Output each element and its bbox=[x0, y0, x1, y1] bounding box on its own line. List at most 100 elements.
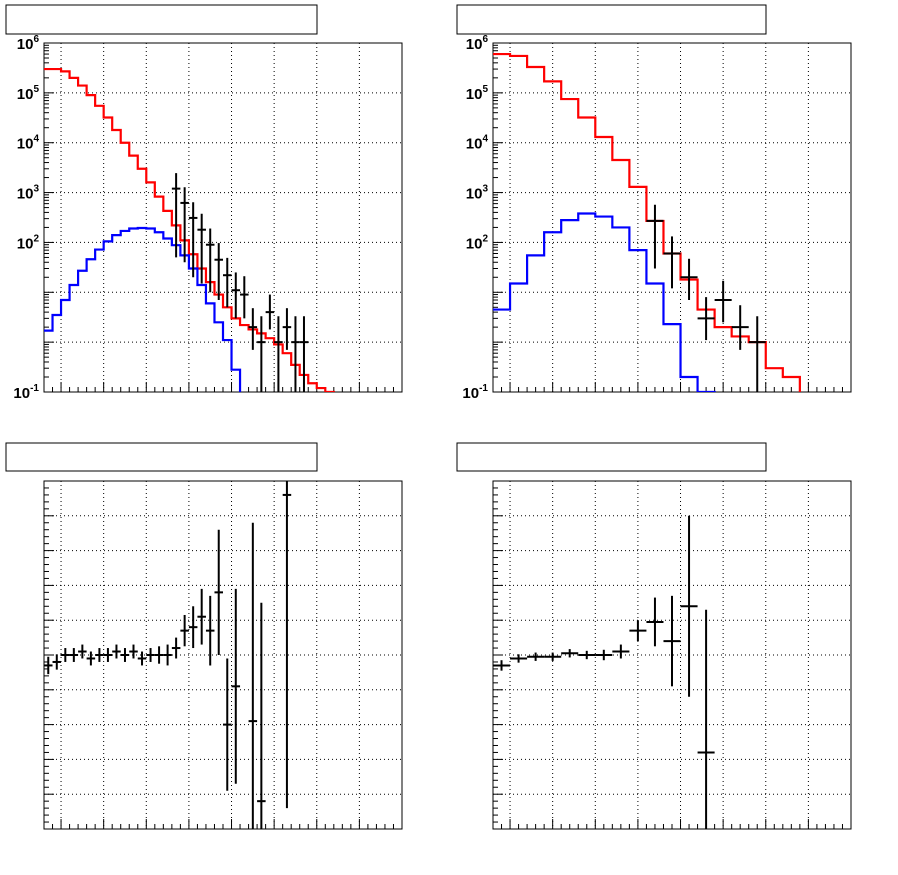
y-tick-label-exponent: 5 bbox=[482, 84, 488, 95]
y-tick-label-exponent: 2 bbox=[33, 233, 39, 244]
data-point bbox=[137, 651, 147, 666]
data-point bbox=[214, 243, 223, 301]
source-model-histogram bbox=[493, 212, 716, 392]
data-point bbox=[578, 650, 596, 660]
y-tick-label-base: 10 bbox=[466, 235, 483, 252]
data-point bbox=[663, 236, 681, 289]
y-tick-label-exponent: 5 bbox=[33, 84, 39, 95]
data-point bbox=[257, 602, 266, 829]
data-point bbox=[52, 654, 62, 670]
y-tick-label: 104 bbox=[466, 134, 489, 153]
title-box bbox=[456, 4, 767, 35]
y-tick-label-exponent: 3 bbox=[33, 184, 39, 195]
y-tick-label-base: 10 bbox=[466, 86, 483, 103]
source-model-histogram bbox=[44, 226, 242, 392]
data-point bbox=[180, 187, 189, 263]
chart-panel-4 bbox=[456, 442, 852, 830]
y-tick-label: 10-1 bbox=[462, 383, 488, 402]
y-tick-label-exponent: 6 bbox=[482, 34, 488, 45]
data-point bbox=[248, 522, 258, 829]
data-point bbox=[714, 280, 732, 323]
data-point bbox=[61, 648, 70, 662]
data-point bbox=[680, 258, 698, 301]
y-tick-label-base: 10 bbox=[466, 186, 483, 203]
y-tick-label-base: 10 bbox=[13, 385, 30, 402]
data-point bbox=[629, 620, 647, 642]
data-point bbox=[646, 597, 664, 647]
y-tick-label-base: 10 bbox=[17, 86, 34, 103]
y-tick-label: 10-1 bbox=[13, 383, 39, 402]
y-tick-label: 106 bbox=[466, 34, 489, 53]
data-point bbox=[78, 644, 87, 659]
data-point bbox=[697, 609, 715, 829]
data-point bbox=[231, 588, 241, 784]
data-point bbox=[493, 660, 511, 671]
title-box bbox=[456, 442, 767, 472]
data-point bbox=[231, 272, 241, 319]
data-point bbox=[223, 257, 232, 308]
data-point bbox=[510, 654, 528, 663]
y-tick-label: 106 bbox=[17, 34, 40, 53]
data-point bbox=[103, 648, 113, 662]
data-point bbox=[240, 276, 249, 319]
data-point bbox=[44, 656, 53, 675]
data-point bbox=[205, 595, 215, 666]
data-point bbox=[731, 305, 749, 350]
data-point bbox=[197, 588, 206, 645]
data-point bbox=[197, 213, 206, 284]
title-box bbox=[5, 442, 318, 472]
model-total-histogram bbox=[44, 67, 335, 392]
y-tick-label-base: 10 bbox=[17, 36, 34, 53]
data-point bbox=[171, 637, 181, 659]
data-point bbox=[697, 297, 715, 341]
data-point bbox=[291, 316, 300, 392]
data-point bbox=[112, 644, 121, 659]
y-tick-label-base: 10 bbox=[17, 186, 34, 203]
data-point bbox=[248, 308, 258, 350]
data-point bbox=[129, 644, 138, 659]
y-tick-label: 103 bbox=[17, 184, 40, 203]
y-tick-label: 102 bbox=[17, 233, 40, 252]
data-point bbox=[95, 648, 104, 662]
y-tick-label-exponent: -1 bbox=[30, 383, 39, 394]
data-point bbox=[154, 646, 164, 664]
data-point bbox=[274, 316, 283, 392]
data-point bbox=[146, 648, 155, 662]
model-total-histogram bbox=[493, 52, 801, 392]
y-tick-label-base: 10 bbox=[17, 235, 34, 252]
data-point bbox=[180, 614, 189, 647]
data-point bbox=[748, 316, 766, 392]
data-point bbox=[214, 529, 223, 655]
y-tick-label-base: 10 bbox=[466, 36, 483, 53]
title-box bbox=[5, 4, 318, 35]
y-tick-label-exponent: 2 bbox=[482, 233, 488, 244]
y-tick-label: 104 bbox=[17, 134, 40, 153]
data-point bbox=[612, 644, 630, 659]
data-point bbox=[163, 644, 172, 666]
data-point bbox=[299, 316, 309, 392]
data-point bbox=[265, 294, 275, 330]
y-tick-label: 102 bbox=[466, 233, 489, 252]
data-point bbox=[188, 606, 198, 649]
data-point bbox=[663, 595, 681, 687]
data-point bbox=[595, 649, 613, 661]
data-point bbox=[282, 308, 292, 350]
y-tick-label: 105 bbox=[466, 84, 489, 103]
y-tick-label-exponent: 4 bbox=[482, 134, 488, 145]
data-point bbox=[646, 204, 664, 269]
data-point bbox=[205, 228, 215, 293]
data-point bbox=[544, 652, 562, 661]
data-point bbox=[188, 202, 198, 278]
y-tick-label: 103 bbox=[466, 184, 489, 203]
data-point bbox=[257, 316, 266, 392]
series-group bbox=[44, 67, 335, 392]
y-tick-label-base: 10 bbox=[466, 136, 483, 153]
data-point bbox=[561, 649, 579, 658]
y-tick-label-base: 10 bbox=[462, 385, 479, 402]
y-tick-label-base: 10 bbox=[17, 136, 34, 153]
data-point bbox=[223, 658, 232, 791]
series-group bbox=[44, 481, 292, 829]
